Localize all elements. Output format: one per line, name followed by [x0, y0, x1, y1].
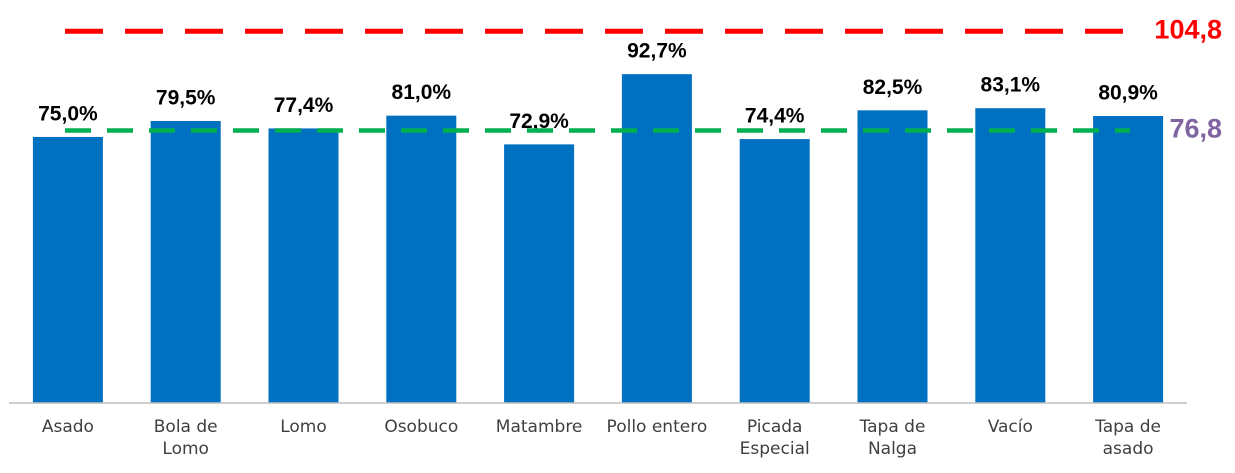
x-tick-label: Vacío [987, 417, 1033, 437]
bar [32, 136, 103, 403]
x-tick-label: Bola de Lomo [153, 417, 218, 459]
value-label: 80,9% [1098, 82, 1158, 105]
reference-label: 76,8 [1169, 114, 1222, 144]
x-tick-label: Tapa de Nalga [859, 417, 926, 459]
bar [386, 115, 457, 403]
x-tick-label: Lomo [280, 417, 327, 437]
bar [739, 139, 810, 403]
reference-label: 104,8 [1154, 14, 1222, 44]
value-label: 75,0% [38, 102, 98, 125]
x-tick-label: Osobuco [384, 417, 459, 437]
value-label: 81,0% [392, 81, 452, 104]
x-tick-label: Picada Especial [739, 417, 810, 459]
value-label: 82,5% [863, 76, 923, 99]
value-label: 92,7% [627, 40, 687, 63]
value-label: 79,5% [156, 87, 216, 110]
x-tick-label: Matambre [495, 417, 583, 437]
bar [504, 144, 575, 403]
value-label: 83,1% [981, 74, 1041, 97]
x-tick-label: Asado [41, 417, 94, 437]
x-tick-label: Tapa de asado [1095, 417, 1162, 459]
bar [150, 120, 221, 403]
value-label: 72,9% [509, 110, 569, 133]
bar [621, 74, 692, 403]
value-label: 74,4% [745, 105, 805, 128]
bar [268, 128, 339, 403]
bar [1093, 116, 1164, 404]
x-tick-label: Pollo entero [606, 417, 708, 437]
bar [975, 108, 1046, 403]
value-label: 77,4% [274, 94, 334, 117]
bar [857, 110, 928, 404]
